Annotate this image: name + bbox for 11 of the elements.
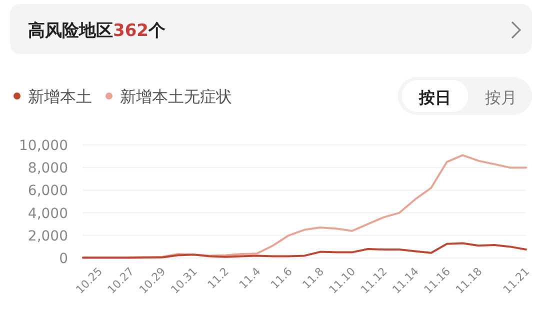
legend-label: 新增本土 — [28, 87, 92, 106]
y-tick-label: 6,000 — [28, 183, 68, 200]
chart-title: 高风险地区362个 — [28, 21, 166, 41]
y-tick-label: 2,000 — [28, 228, 68, 244]
text: 按日 — [418, 88, 451, 107]
y-tick-label: 0 — [59, 251, 68, 267]
y-tick-label: 8,000 — [28, 160, 68, 177]
y-tick-label: 4,000 — [28, 206, 68, 222]
legend-label: 新增本土无症状 — [120, 87, 232, 106]
text: 按月 — [485, 88, 517, 107]
y-tick-label: 10,000 — [19, 138, 68, 154]
